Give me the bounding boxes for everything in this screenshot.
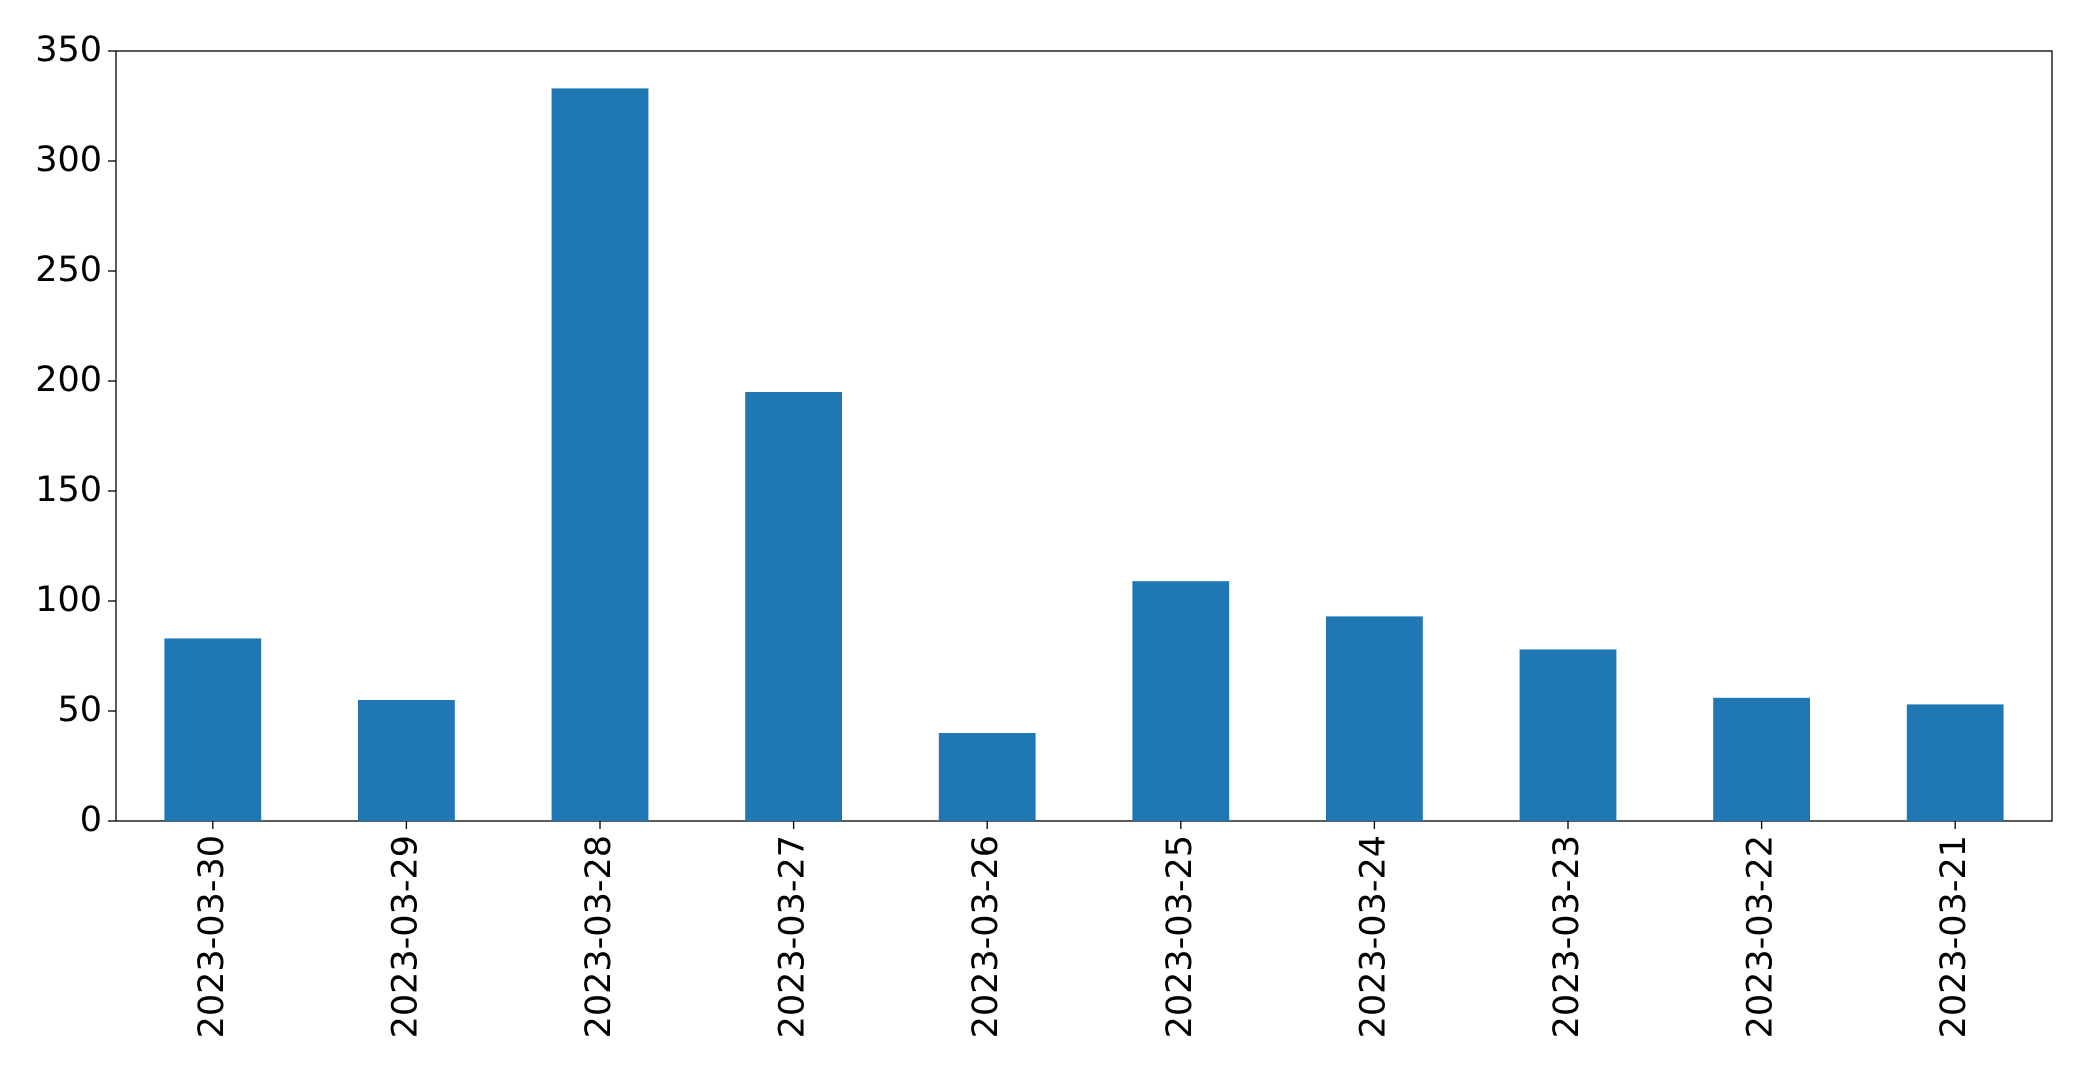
y-tick-label: 350 [35, 30, 102, 70]
x-tick-label: 2023-03-26 [966, 835, 1006, 1038]
y-tick-label: 300 [35, 140, 102, 180]
bar [1132, 581, 1230, 821]
bar [1519, 649, 1617, 821]
y-tick-label: 250 [35, 250, 102, 290]
x-tick-label: 2023-03-23 [1547, 835, 1587, 1038]
y-tick-label: 150 [35, 470, 102, 510]
bar [1326, 616, 1423, 821]
x-tick-label: 2023-03-28 [579, 835, 619, 1038]
bar [745, 392, 842, 821]
plot-frame [115, 50, 2053, 822]
y-tick-label: 200 [35, 360, 102, 400]
bar [358, 700, 455, 821]
bar [551, 88, 649, 821]
y-tick-label: 0 [80, 800, 102, 840]
x-tick-label: 2023-03-25 [1160, 835, 1200, 1038]
y-tick-label: 50 [57, 690, 102, 730]
x-tick-label: 2023-03-22 [1741, 835, 1781, 1038]
bar [1713, 697, 1810, 821]
x-tick-label: 2023-03-30 [192, 835, 232, 1038]
x-tick-label: 2023-03-21 [1934, 835, 1974, 1038]
bar [938, 733, 1036, 821]
x-tick-label: 2023-03-27 [773, 835, 813, 1038]
y-tick-label: 100 [35, 580, 102, 620]
x-tick-label: 2023-03-24 [1353, 835, 1393, 1038]
bar [164, 638, 262, 821]
bar [1906, 704, 2004, 821]
x-tick-label: 2023-03-29 [385, 835, 425, 1038]
